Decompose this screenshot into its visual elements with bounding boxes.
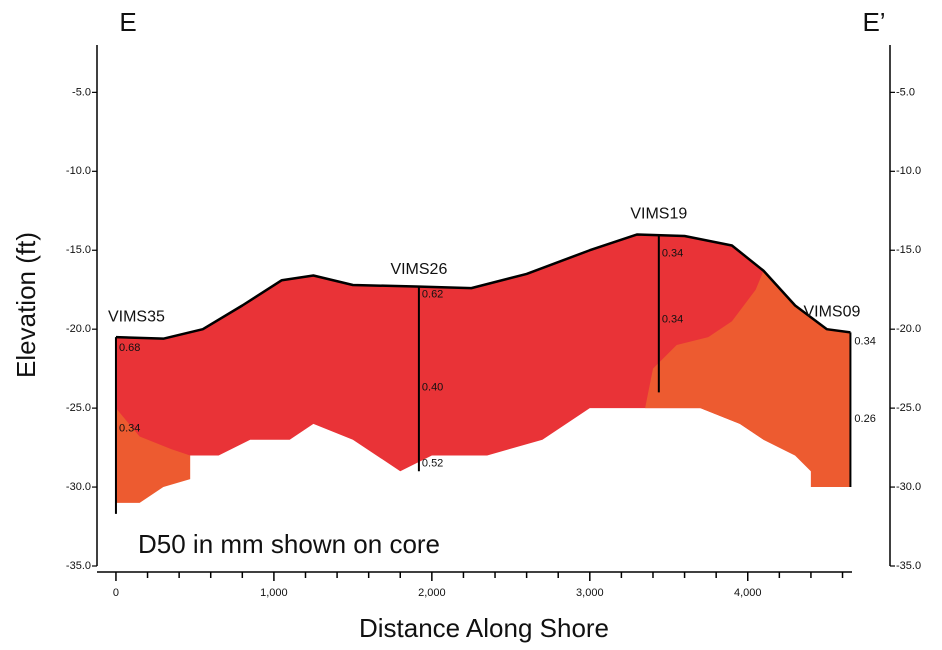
core-name: VIMS35 — [108, 308, 165, 325]
section-end-label: E’ — [862, 7, 885, 37]
y2-tick-label: -10.0 — [896, 165, 921, 177]
y-axis-title: Elevation (ft) — [11, 232, 41, 378]
section-start-label: E — [119, 7, 136, 37]
y-tick-label: -5.0 — [72, 86, 91, 98]
d50-label: 0.34 — [662, 314, 683, 326]
core-name: VIMS26 — [390, 261, 447, 278]
d50-label: 0.34 — [119, 423, 140, 435]
x-tick-label: 4,000 — [734, 587, 762, 599]
x-tick-label: 2,000 — [418, 587, 446, 599]
sediment-area — [115, 234, 851, 488]
ground-surface — [115, 233, 851, 340]
y2-tick-label: -20.0 — [896, 323, 921, 335]
y-tick-label: -35.0 — [66, 560, 91, 572]
y-tick-label: -10.0 — [66, 165, 91, 177]
y-tick-label: -25.0 — [66, 402, 91, 414]
y-tick-label: -30.0 — [66, 481, 91, 493]
core-name: VIMS19 — [630, 206, 687, 223]
d50-label: 0.68 — [119, 342, 140, 354]
y-tick-label: -20.0 — [66, 323, 91, 335]
d50-label: 0.26 — [854, 413, 875, 425]
d50-label: 0.52 — [422, 457, 443, 469]
x-tick-label: 3,000 — [576, 587, 604, 599]
d50-label: 0.62 — [422, 288, 443, 300]
sediment-area — [115, 408, 191, 503]
core-name: VIMS09 — [803, 304, 860, 321]
y2-tick-label: -25.0 — [896, 402, 921, 414]
x-axis-title: Distance Along Shore — [359, 613, 609, 643]
x-tick-label: 0 — [113, 587, 119, 599]
d50-label: 0.40 — [422, 382, 443, 394]
d50-label: 0.34 — [662, 247, 683, 259]
y2-tick-label: -30.0 — [896, 481, 921, 493]
d50-label: 0.34 — [854, 336, 875, 348]
y-tick-label: -15.0 — [66, 244, 91, 256]
annotation: D50 in mm shown on core — [138, 529, 440, 559]
y2-tick-label: -5.0 — [896, 86, 915, 98]
y2-tick-label: -15.0 — [896, 244, 921, 256]
x-tick-label: 1,000 — [260, 587, 288, 599]
y2-tick-label: -35.0 — [896, 560, 921, 572]
sediment-area — [645, 270, 851, 488]
